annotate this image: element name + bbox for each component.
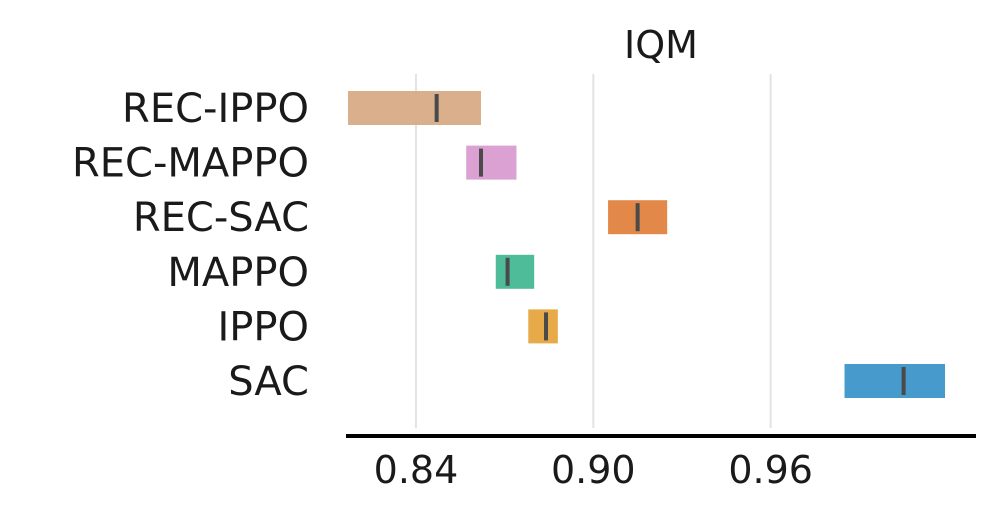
x-tick-labels: 0.84 0.90 0.96 bbox=[374, 448, 813, 492]
y-tick-label: REC-IPPO bbox=[122, 86, 309, 132]
chart-title: IQM bbox=[624, 23, 698, 67]
y-tick-label: REC-SAC bbox=[133, 195, 309, 241]
y-tick-labels: REC-IPPO REC-MAPPO REC-SAC MAPPO IPPO SAC bbox=[72, 86, 309, 405]
interval-bars bbox=[348, 91, 945, 398]
interval-bar-ippo bbox=[528, 309, 558, 344]
interval-bar-mappo bbox=[495, 254, 535, 289]
y-tick-label: SAC bbox=[228, 359, 309, 405]
x-tick-label: 0.96 bbox=[728, 448, 813, 492]
gridlines bbox=[414, 74, 772, 428]
x-tick-label: 0.84 bbox=[374, 448, 459, 492]
y-tick-label: IPPO bbox=[217, 304, 309, 350]
y-tick-label: MAPPO bbox=[167, 250, 309, 296]
x-tick-label: 0.90 bbox=[551, 448, 636, 492]
y-tick-label: REC-MAPPO bbox=[72, 141, 309, 187]
interval-bar-rec-mappo bbox=[466, 145, 517, 180]
interval-bar-rec-ippo bbox=[348, 91, 481, 125]
interval-bar-sac bbox=[844, 364, 945, 398]
